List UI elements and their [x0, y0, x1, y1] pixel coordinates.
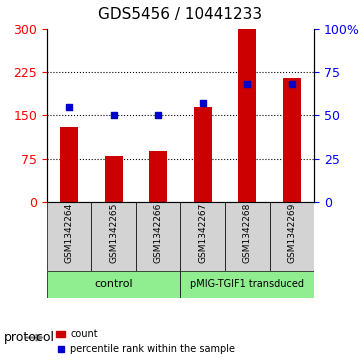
Text: GSM1342264: GSM1342264 — [65, 203, 74, 263]
Point — [200, 101, 206, 106]
Text: GSM1342265: GSM1342265 — [109, 203, 118, 263]
Text: protocol: protocol — [4, 331, 55, 344]
Point — [289, 81, 295, 87]
FancyBboxPatch shape — [270, 202, 314, 271]
Text: GDS5456 / 10441233: GDS5456 / 10441233 — [99, 7, 262, 22]
FancyBboxPatch shape — [47, 271, 180, 298]
FancyBboxPatch shape — [47, 202, 91, 271]
Text: GSM1342266: GSM1342266 — [154, 203, 163, 263]
Text: GSM1342269: GSM1342269 — [287, 203, 296, 263]
Bar — [238, 29, 256, 202]
FancyBboxPatch shape — [91, 202, 136, 271]
Legend: count, percentile rank within the sample: count, percentile rank within the sample — [52, 326, 239, 358]
Text: pMIG-TGIF1 transduced: pMIG-TGIF1 transduced — [190, 279, 304, 289]
FancyBboxPatch shape — [180, 271, 314, 298]
Bar — [149, 151, 167, 202]
Text: control: control — [95, 279, 133, 289]
Bar — [194, 107, 212, 202]
FancyBboxPatch shape — [136, 202, 180, 271]
Point — [66, 104, 72, 110]
Point — [155, 113, 161, 118]
FancyBboxPatch shape — [225, 202, 270, 271]
Text: GSM1342268: GSM1342268 — [243, 203, 252, 263]
Bar — [283, 78, 301, 202]
Bar — [60, 127, 78, 202]
Bar — [105, 156, 123, 202]
Text: GSM1342267: GSM1342267 — [198, 203, 207, 263]
Point — [111, 113, 117, 118]
Point — [244, 81, 250, 87]
FancyBboxPatch shape — [180, 202, 225, 271]
